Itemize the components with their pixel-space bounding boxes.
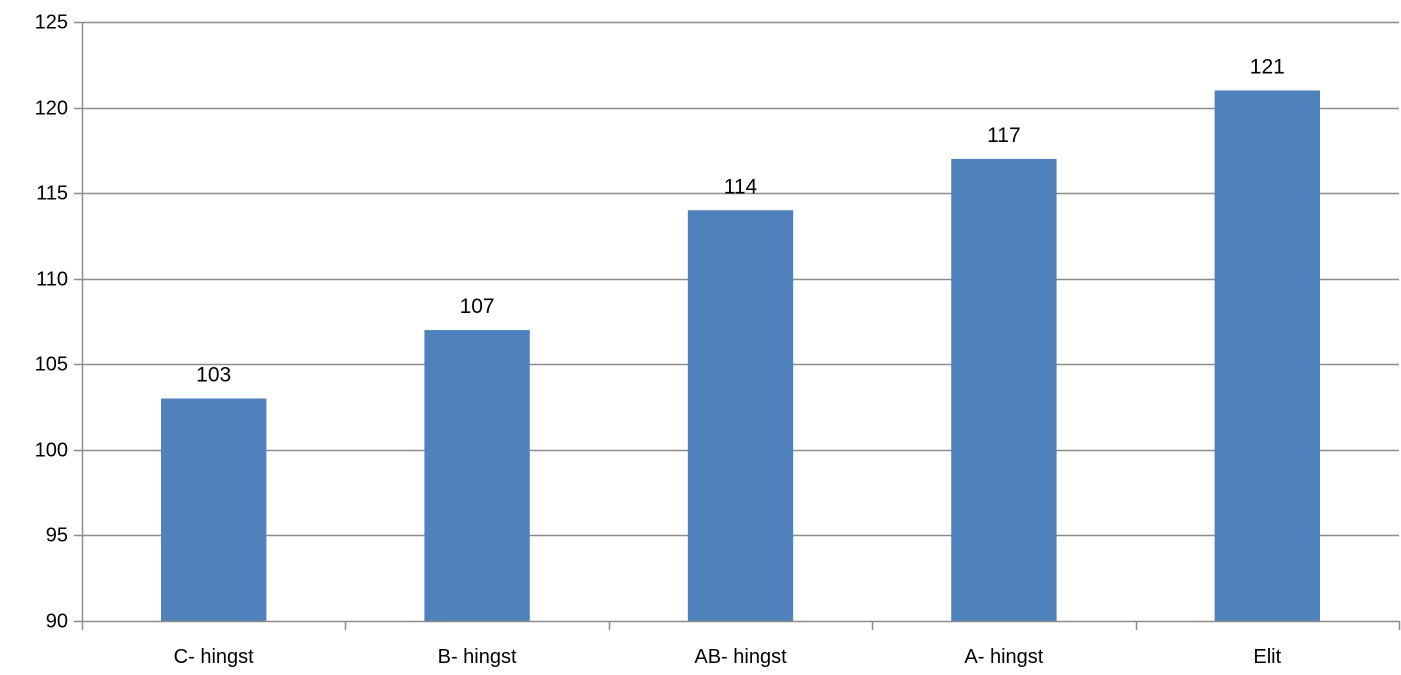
y-tick-label: 115 [36, 183, 68, 205]
x-category-labels: C- hingst B- hingst AB- hingst A- hingst Eli… [174, 646, 1282, 668]
bar [161, 398, 267, 621]
y-tick-label: 120 [35, 98, 68, 120]
data-label: 107 [460, 295, 495, 318]
bars [161, 90, 1320, 621]
x-category-label: AB- hingst [694, 646, 787, 668]
data-labels: 103 107 114 117 121 [196, 55, 1285, 386]
y-tick-labels: 90 95 100 105 110 115 120 125 [35, 12, 68, 633]
x-category-label: Elit [1253, 646, 1281, 668]
data-label: 121 [1250, 55, 1285, 78]
y-tick-label: 95 [46, 525, 68, 547]
y-tick-label: 90 [46, 611, 68, 633]
y-tick-label: 125 [35, 12, 68, 34]
axes [74, 21, 1401, 630]
y-tick-label: 100 [35, 440, 68, 462]
x-category-label: B- hingst [438, 646, 517, 668]
data-label: 117 [987, 124, 1020, 147]
bar [687, 210, 794, 621]
data-label: 114 [724, 175, 758, 198]
bar [424, 330, 530, 621]
bar [1214, 90, 1320, 621]
y-tick-label: 110 [36, 269, 68, 291]
y-tick-label: 105 [35, 354, 68, 376]
bar [951, 158, 1057, 621]
data-label: 103 [196, 364, 231, 387]
x-category-label: A- hingst [964, 646, 1043, 668]
x-category-label: C- hingst [174, 646, 254, 668]
